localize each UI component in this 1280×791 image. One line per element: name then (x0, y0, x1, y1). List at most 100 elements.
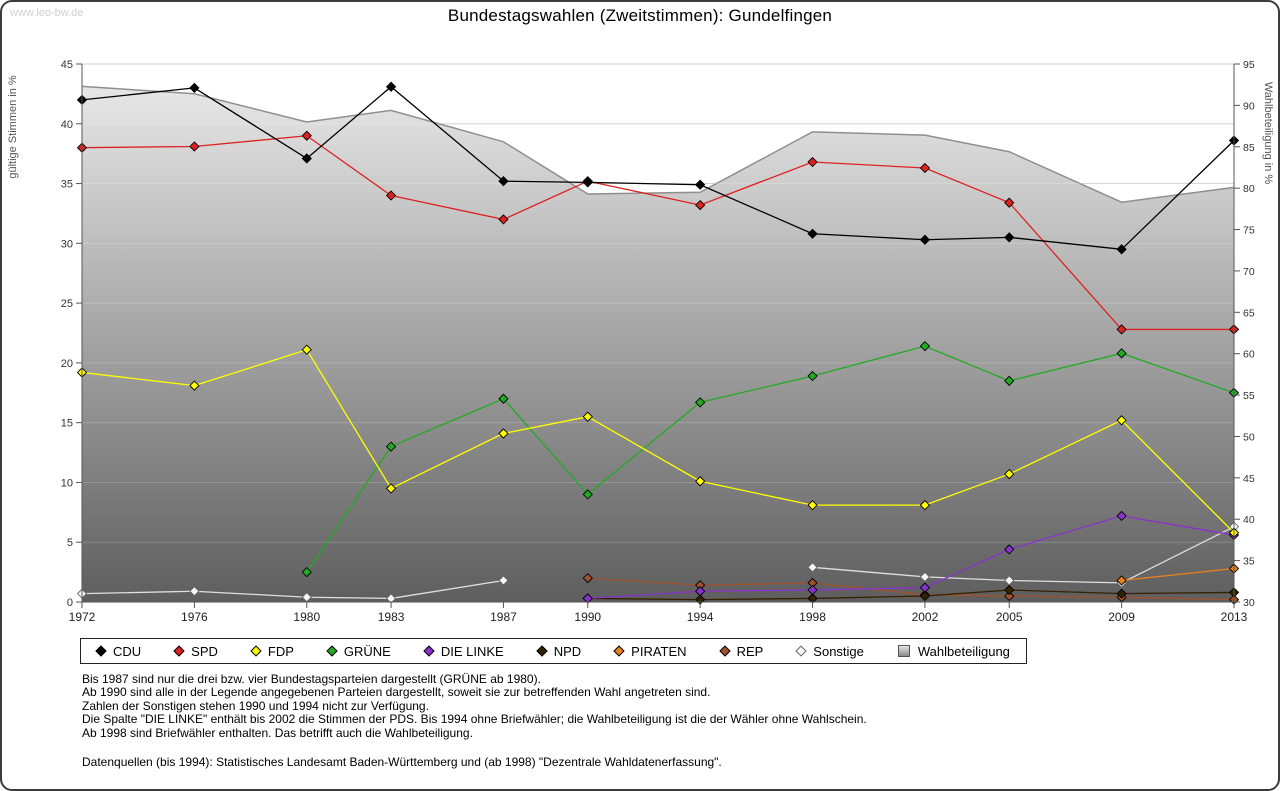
legend-item-npd: NPD (536, 643, 582, 659)
left-tick-label: 30 (61, 238, 73, 250)
marker-rep (1004, 590, 1015, 602)
left-tick-label: 40 (61, 119, 73, 131)
axes: 0 5 10 15 20 25 30 35 40 45 30 35 40 45 50 55 60 65 70 75 80… (7, 59, 1274, 624)
marker-cdu (695, 179, 706, 190)
right-tick-label: 40 (1243, 514, 1255, 526)
note-line: Ab 1990 sind alle in der Legende angegeb… (82, 685, 711, 700)
legend-label: FDP (267, 643, 294, 659)
marker-gr-ne (385, 441, 397, 452)
note-line: Zahlen der Sonstigen stehen 1990 und 199… (82, 698, 429, 713)
legend-item-rep: REP (718, 643, 764, 659)
legend-item-wahlbeteiligung: Wahlbeteiligung (897, 644, 1010, 659)
x-tick-label: 1983 (378, 610, 405, 624)
marker-gr-ne (919, 341, 931, 352)
legend-marker-cdu (95, 645, 107, 657)
marker-cdu (1004, 232, 1015, 243)
legend-item-die-linke: DIE LINKE (423, 644, 504, 659)
legend-label: GRÜNE (343, 643, 391, 659)
series-spd (76, 130, 1240, 335)
legend-marker-spd (173, 645, 185, 657)
legend-marker-die-linke (423, 645, 435, 657)
x-tick-label: 2002 (912, 610, 939, 624)
marker-spd (1116, 324, 1127, 335)
marker-fdp (385, 483, 397, 494)
marker-fdp (695, 476, 706, 487)
x-tick-label: 1994 (687, 610, 714, 624)
right-tick-label: 45 (1243, 473, 1255, 485)
marker-rep (582, 572, 593, 584)
legend-marker-gr-ne (326, 645, 338, 657)
left-tick-label: 5 (67, 537, 73, 549)
marker-npd (1004, 584, 1015, 596)
x-tick-label: 1980 (293, 610, 320, 624)
x-tick-label: 2005 (996, 610, 1023, 624)
election-line-chart: 0 5 10 15 20 25 30 35 40 45 30 35 40 45 50 55 60 65 70 75 80… (7, 59, 1274, 624)
watermark: www.leo-bw.de (10, 7, 84, 19)
right-axis-title: Wahlbeteiligung in % (1262, 82, 1274, 185)
left-tick-label: 25 (61, 298, 73, 310)
x-tick-label: 2013 (1221, 610, 1248, 624)
legend-label: CDU (113, 643, 142, 659)
marker-fdp (919, 500, 931, 511)
marker-gr-ne (1004, 375, 1015, 386)
marker-gr-ne (695, 397, 706, 408)
marker-gr-ne (301, 566, 312, 578)
x-tick-label: 1987 (490, 610, 517, 624)
marker-fdp (1116, 415, 1127, 426)
right-tick-label: 35 (1243, 556, 1255, 568)
left-tick-label: 20 (61, 358, 73, 370)
marker-cdu (498, 176, 509, 187)
legend-item-cdu: CDU (95, 643, 142, 659)
marker-sonstige (189, 586, 200, 597)
marker-npd (1116, 588, 1127, 599)
marker-spd (301, 130, 312, 141)
marker-spd (385, 190, 397, 201)
right-tick-label: 50 (1243, 431, 1255, 443)
legend: CDU SPD FDP GRÜNE DIE LINKE NPD PIRATEN REP Sons… (80, 638, 1027, 664)
marker-npd (919, 590, 931, 602)
right-tick-label: 90 (1243, 100, 1255, 112)
marker-spd (1004, 197, 1015, 208)
marker-fdp (301, 344, 312, 355)
marker-piraten (1116, 575, 1127, 586)
marker-fdp (189, 380, 200, 391)
legend-marker-wahlbeteiligung (897, 645, 910, 657)
chart-title: Bundestagswahlen (Zweitstimmen): Gundelf… (447, 6, 833, 25)
marker-gr-ne (498, 393, 509, 404)
right-tick-label: 60 (1243, 349, 1255, 361)
marker-cdu (189, 82, 200, 94)
note-line: Die Spalte "DIE LINKE" enthält bis 2002 … (82, 712, 867, 727)
legend-label: PIRATEN (631, 643, 687, 659)
legend-item-gr-ne: GRÜNE (326, 643, 391, 659)
marker-spd (498, 214, 509, 225)
legend-marker-sonstige (795, 645, 807, 657)
legend-label: NPD (553, 643, 582, 659)
participation-area (82, 86, 1234, 602)
marker-gr-ne (582, 489, 593, 500)
marker-spd (919, 162, 931, 174)
right-tick-label: 30 (1243, 597, 1255, 609)
legend-label: REP (736, 643, 764, 659)
marker-fdp (582, 411, 593, 422)
right-tick-label: 85 (1243, 142, 1255, 154)
marker-cdu (807, 228, 818, 239)
series-cdu (76, 81, 1240, 255)
marker-gr-ne (807, 370, 818, 382)
note-line: Ab 1998 sind Briefwähler enthalten. Das … (82, 725, 473, 740)
marker-cdu (1116, 244, 1127, 255)
marker-fdp (498, 428, 509, 439)
left-tick-label: 15 (61, 418, 73, 430)
legend-item-fdp: FDP (250, 643, 294, 659)
legend-label: SPD (191, 643, 218, 659)
marker-die-linke (919, 582, 931, 593)
marker-die-linke (807, 584, 818, 596)
left-tick-label: 45 (61, 59, 73, 71)
legend-marker-piraten (613, 645, 625, 657)
legend-item-piraten: PIRATEN (613, 643, 687, 659)
left-tick-label: 0 (67, 597, 73, 609)
marker-cdu (582, 177, 593, 188)
marker-cdu (385, 81, 397, 92)
left-tick-label: 35 (61, 179, 73, 191)
marker-spd (189, 141, 200, 152)
